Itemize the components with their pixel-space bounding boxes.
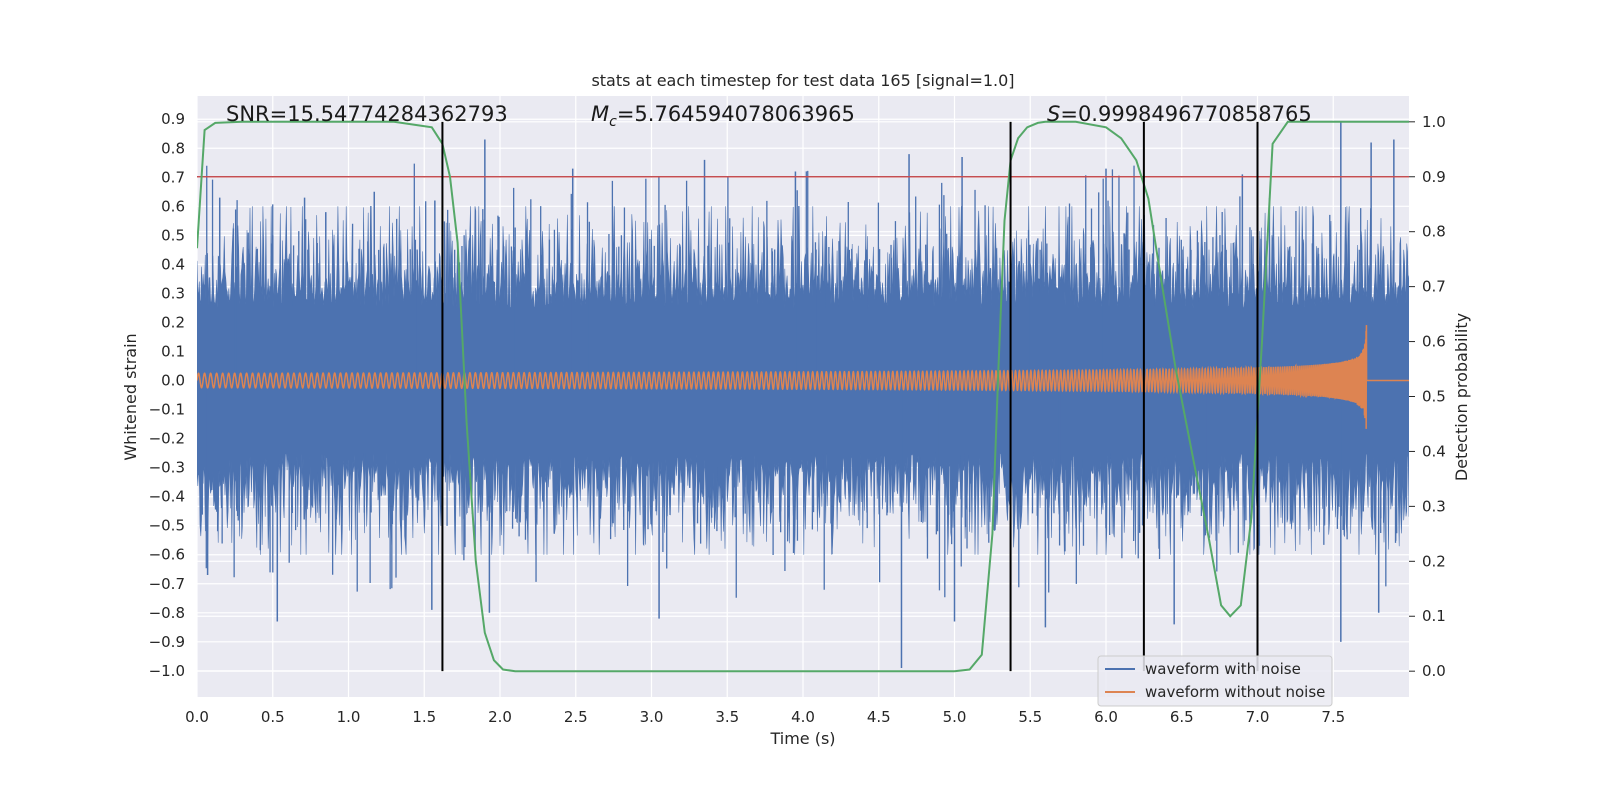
x-tick-label: 5.5 [1018,708,1042,726]
x-tick-label: 2.5 [564,708,588,726]
y2-tick-label: 0.5 [1422,388,1446,406]
legend: waveform with noise waveform without noi… [1097,655,1333,707]
x-tick-label: 7.5 [1321,708,1345,726]
y-tick-label: 0.0 [161,372,185,390]
x-tick-label: 0.0 [185,708,209,726]
y2-tick-label: 0.0 [1422,662,1446,680]
x-tick-label: 4.0 [791,708,815,726]
score-symbol: S [1047,102,1060,126]
y-tick-label: 0.3 [161,284,185,302]
y-tick-label: 0.9 [161,110,185,128]
legend-box [1097,655,1333,707]
y-tick-label: 0.4 [161,255,185,273]
y-tick-label: 0.2 [161,313,185,331]
x-tick-label: 5.0 [943,708,967,726]
x-tick-label: 6.5 [1170,708,1194,726]
y-tick-label: −0.2 [149,430,185,448]
y2-tick-label: 0.4 [1422,442,1446,460]
legend-label-clean: waveform without noise [1145,683,1325,701]
y-tick-label: −0.8 [149,604,185,622]
x-tick-label: 1.0 [337,708,361,726]
y-tick-label: −0.4 [149,488,185,506]
y-tick-label: −0.3 [149,459,185,477]
vertical-markers [441,121,1259,672]
y-tick-label: −0.6 [149,546,185,564]
chart-title: stats at each timestep for test data 165… [591,71,1014,90]
chirp-mass-symbol: M [591,102,609,126]
x-tick-label: 6.0 [1094,708,1118,726]
y2-tick-label: 0.8 [1422,223,1446,241]
y-tick-label: 0.8 [161,139,185,157]
x-tick-label: 7.0 [1246,708,1270,726]
x-tick-label: 3.0 [640,708,664,726]
chirp-mass-annotation: Mc=5.764594078063965 [591,102,855,130]
y2-tick-label: 0.2 [1422,552,1446,570]
y-tick-label: 0.7 [161,168,185,186]
y2-tick-label: 1.0 [1422,113,1446,131]
x-axis-ticks: 0.0 0.5 1.0 1.5 2.0 2.5 3.0 3.5 4.0 4.5 5.0 5.5 6.0 6… [185,708,1345,726]
chirp-mass-subscript: c [609,114,617,130]
x-axis-label: Time (s) [769,729,835,748]
legend-label-noise: waveform with noise [1145,660,1301,678]
x-tick-label: 1.5 [412,708,436,726]
y-axis-ticks: 0.9 0.8 0.7 0.6 0.5 0.4 0.3 0.2 0.1 0.0 −0.1 −0.2 −0… [149,110,185,680]
x-tick-label: 0.5 [261,708,285,726]
y2-axis-ticks: 1.0 0.9 0.8 0.7 0.6 0.5 0.4 0.3 0.2 0.1 0.0 [1409,113,1446,680]
y2-tick-label: 0.9 [1422,168,1446,186]
x-tick-label: 4.5 [867,708,891,726]
y2-tick-label: 0.3 [1422,497,1446,515]
y-axis-label: Whitened strain [121,333,140,460]
y-tick-label: −0.7 [149,575,185,593]
y-tick-label: 0.1 [161,342,185,360]
waveform-with-noise-spikes [201,122,1398,668]
y2-tick-label: 0.7 [1422,278,1446,296]
y-tick-label: 0.5 [161,226,185,244]
x-tick-label: 3.5 [715,708,739,726]
chirp-mass-value: =5.764594078063965 [617,102,855,126]
x-tick-label: 2.0 [488,708,512,726]
snr-annotation: SNR=15.54774284362793 [226,102,508,126]
y-tick-label: −0.9 [149,633,185,651]
y2-tick-label: 0.1 [1422,607,1446,625]
score-value: =0.9998496770858765 [1060,102,1311,126]
y-tick-label: −1.0 [149,662,185,680]
y-tick-label: −0.5 [149,517,185,535]
score-annotation: S=0.9998496770858765 [1047,102,1312,126]
y2-tick-label: 0.6 [1422,333,1446,351]
y-tick-label: 0.6 [161,197,185,215]
y-tick-label: −0.1 [149,401,185,419]
y2-axis-label: Detection probability [1452,313,1471,481]
waveform-without-noise-line [197,325,1409,429]
